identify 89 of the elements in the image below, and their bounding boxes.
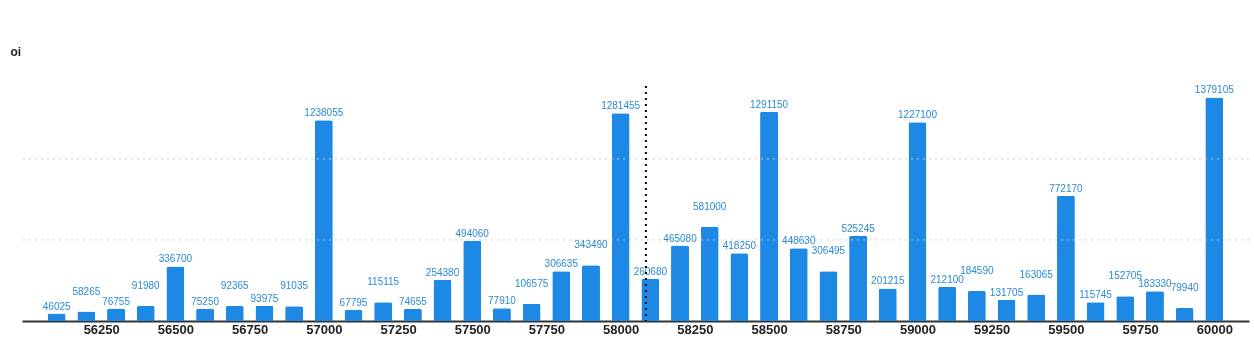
x-tick-label: 60000 xyxy=(1196,321,1233,337)
data-label: 163065 xyxy=(1019,268,1054,280)
bar xyxy=(433,279,452,321)
bar xyxy=(671,245,690,321)
x-tick-label: 59500 xyxy=(1048,321,1085,337)
bar xyxy=(166,266,185,321)
bar xyxy=(1086,302,1105,321)
y-axis-title: oi xyxy=(10,44,22,59)
x-tick-label: 59250 xyxy=(974,321,1011,337)
x-tick-label: 56750 xyxy=(232,321,269,337)
data-label: 465080 xyxy=(663,232,698,244)
data-label: 76755 xyxy=(102,295,131,307)
bar xyxy=(611,113,630,321)
data-label: 91035 xyxy=(280,280,309,292)
x-tick-label: 58000 xyxy=(603,321,640,337)
data-label: 74655 xyxy=(398,295,428,307)
x-tick-label: 58500 xyxy=(751,321,788,337)
x-tick-label: 57000 xyxy=(306,321,343,337)
bar xyxy=(255,305,274,321)
data-label: 79940 xyxy=(1170,282,1199,294)
bar xyxy=(908,122,927,321)
bar xyxy=(997,299,1016,321)
data-label: 336700 xyxy=(158,253,193,265)
bar xyxy=(1205,97,1224,321)
bar xyxy=(314,120,333,321)
data-label: 67795 xyxy=(339,297,368,309)
data-label: 581000 xyxy=(693,200,727,212)
data-label: 306635 xyxy=(544,258,579,270)
bar xyxy=(1175,308,1194,321)
data-label: 92365 xyxy=(220,280,250,292)
data-label: 93975 xyxy=(250,292,279,304)
bar xyxy=(225,306,244,321)
data-label: 131705 xyxy=(989,286,1024,298)
bar xyxy=(196,308,215,321)
x-tick-label: 59750 xyxy=(1122,321,1159,337)
x-tick-label: 59000 xyxy=(899,321,937,337)
bar xyxy=(107,308,126,321)
bar xyxy=(374,302,393,321)
bar xyxy=(1116,296,1135,321)
bar xyxy=(849,235,868,321)
bar xyxy=(730,253,749,321)
data-label: 254380 xyxy=(425,266,460,278)
x-tick-label: 57750 xyxy=(528,321,566,337)
data-label: 115745 xyxy=(1079,289,1113,301)
bar xyxy=(760,111,779,321)
data-label: 77910 xyxy=(488,295,517,307)
bar xyxy=(136,306,155,321)
data-label: 1238055 xyxy=(304,107,344,119)
bar xyxy=(819,271,838,321)
bar xyxy=(641,278,660,321)
data-label: 1379105 xyxy=(1194,84,1235,96)
data-label: 260680 xyxy=(633,265,668,277)
bar xyxy=(1027,294,1046,321)
x-tick-label: 56500 xyxy=(157,321,194,337)
data-label: 1281455 xyxy=(601,100,641,112)
x-tick-label: 57500 xyxy=(454,321,491,337)
data-label: 772170 xyxy=(1049,182,1084,194)
x-tick-label: 57250 xyxy=(380,321,417,337)
data-label: 201215 xyxy=(871,275,905,287)
data-label: 1291150 xyxy=(749,98,789,110)
data-label: 106575 xyxy=(514,277,549,289)
data-label: 418250 xyxy=(722,240,757,252)
data-label: 343490 xyxy=(574,239,609,251)
data-label: 46025 xyxy=(42,300,72,312)
data-label: 1227100 xyxy=(898,109,938,121)
data-label: 75250 xyxy=(191,295,220,307)
bar xyxy=(967,291,986,321)
bar xyxy=(1145,291,1164,321)
x-tick-label: 56250 xyxy=(83,321,120,337)
bar xyxy=(878,288,897,321)
bar xyxy=(938,286,957,321)
bar xyxy=(581,265,600,321)
data-label: 494060 xyxy=(455,227,490,239)
x-tick-label: 58750 xyxy=(825,321,862,337)
bar xyxy=(552,271,571,321)
bar xyxy=(522,303,541,321)
bar xyxy=(344,310,363,321)
bar xyxy=(463,240,482,321)
bar xyxy=(1056,195,1075,321)
bar xyxy=(403,308,422,321)
x-tick-label: 58250 xyxy=(677,321,714,337)
data-label: 91980 xyxy=(131,280,161,292)
data-label: 306495 xyxy=(811,245,846,257)
data-label: 58265 xyxy=(72,285,101,297)
bar xyxy=(789,248,808,321)
bar xyxy=(700,226,719,321)
data-label: 525245 xyxy=(841,222,876,234)
data-label: 448630 xyxy=(782,235,816,247)
data-label: 115115 xyxy=(367,276,400,288)
